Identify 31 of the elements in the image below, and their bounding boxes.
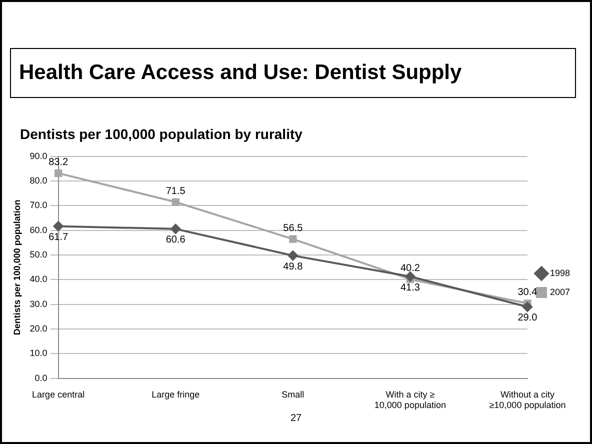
chart-subtitle: Dentists per 100,000 population by rurality (20, 126, 302, 142)
legend-label: 2007 (550, 286, 570, 297)
data-label: 71.5 (166, 186, 186, 197)
x-tick-label: Without a city ≥10,000 population (489, 389, 566, 410)
y-tick-label: 40.0 (30, 274, 48, 284)
data-label: 41.3 (400, 282, 420, 294)
data-label: 60.6 (166, 234, 186, 246)
data-label: 30.4 (518, 287, 538, 298)
data-label: 29.0 (518, 312, 538, 324)
legend-label: 1998 (550, 268, 570, 278)
data-label: 56.5 (283, 222, 304, 234)
data-label: 61.7 (48, 232, 68, 243)
data-label: 40.2 (400, 262, 420, 274)
x-tick-label: With a city ≥ 10,000 population (374, 389, 446, 410)
chart-title: Health Care Access and Use: Dentist Supply (10, 48, 576, 98)
x-tick-label: Small (282, 389, 304, 400)
x-tick-label: Large central (32, 389, 85, 400)
y-tick-label: 50.0 (30, 250, 48, 260)
y-tick-label: 70.0 (30, 200, 48, 210)
y-tick-label: 30.0 (30, 298, 48, 309)
y-tick-label: 60.0 (30, 224, 48, 235)
y-tick-label: 80.0 (30, 176, 48, 186)
y-tick-label: 0.0 (34, 372, 48, 383)
y-tick-label: 20.0 (30, 324, 48, 334)
y-tick-label: 10.0 (30, 348, 48, 358)
x-tick-label: Large fringe (152, 389, 200, 400)
text: 27 (289, 413, 303, 424)
y-axis-title: Dentists per 100,000 population (12, 200, 22, 336)
data-label: 83.2 (48, 156, 68, 168)
y-tick-label: 90.0 (30, 150, 48, 161)
data-label: 49.8 (283, 261, 304, 272)
